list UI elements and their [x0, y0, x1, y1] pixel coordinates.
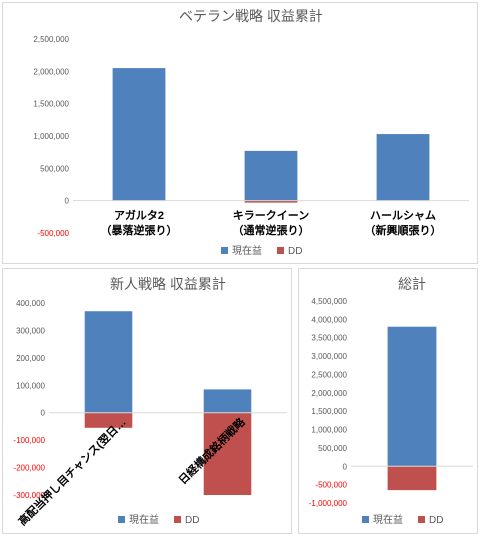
- bar-dd: [244, 200, 298, 203]
- bar-profit: [84, 311, 133, 413]
- bar-dd: [84, 412, 133, 428]
- y-tick-label: 1,000,000: [311, 426, 347, 435]
- legend-label: 現在益: [373, 513, 403, 526]
- y-tick-label: 500,000: [318, 444, 347, 453]
- y-tick-label: -200,000: [13, 464, 45, 473]
- y-tick-label: 300,000: [16, 326, 45, 335]
- y-tick-label: 4,500,000: [311, 297, 347, 306]
- y-tick-label: 2,000,000: [33, 67, 69, 76]
- legend-label: DD: [288, 246, 302, 257]
- y-tick-label: 1,000,000: [33, 132, 69, 141]
- category-label: キラークイーン: [233, 209, 309, 222]
- y-tick-label: 1,500,000: [33, 100, 69, 109]
- bar-dd: [203, 412, 252, 495]
- legend-label: DD: [429, 515, 443, 526]
- bar-profit: [112, 68, 166, 201]
- y-tick-label: 2,500,000: [311, 370, 347, 379]
- y-tick-label: 0: [41, 409, 46, 418]
- bar-profit: [244, 150, 298, 201]
- category-label: ハールシャム: [370, 209, 436, 222]
- y-tick-label: 0: [343, 462, 348, 471]
- chart-veteran-svg: ベテラン戦略 収益累計 -500,000 0 500,000 1,000,000 1,50…: [33, 8, 469, 257]
- y-tick-label: 3,500,000: [311, 334, 347, 343]
- legend-swatch: [174, 516, 181, 523]
- y-tick-label: 500,000: [40, 164, 69, 173]
- chart-newcomer-svg: 新人戦略 収益累計 -300,000 -200,000 -100,000 0 100,00…: [13, 276, 287, 528]
- legend-swatch: [221, 247, 228, 254]
- legend-label: DD: [185, 515, 199, 526]
- category-label: （通常逆張り）: [233, 223, 310, 237]
- y-tick-label: 2,500,000: [33, 35, 69, 44]
- y-tick-label: 3,000,000: [311, 352, 347, 361]
- bar-profit: [387, 326, 437, 467]
- legend-label: 現在益: [232, 244, 262, 257]
- category-label: （新興順張り）: [365, 223, 442, 237]
- y-tick-label: 4,000,000: [311, 315, 347, 324]
- legend-label: 現在益: [129, 513, 159, 526]
- y-tick-label: -500,000: [315, 481, 347, 490]
- legend-swatch: [418, 516, 425, 523]
- y-tick-label: -1,000,000: [309, 499, 348, 508]
- y-tick-label: -100,000: [13, 436, 45, 445]
- y-tick-label: 2,000,000: [311, 389, 347, 398]
- legend-swatch: [362, 516, 369, 523]
- bar-dd: [387, 466, 437, 491]
- chart-panel-veteran: ベテラン戦略 収益累計 -500,000 0 500,000 1,000,000 1,50…: [2, 2, 478, 264]
- bar-profit: [203, 389, 252, 413]
- y-tick-label: 200,000: [16, 354, 45, 363]
- chart-total-svg: 総計 -1,000,000 -500,000 0 500,000 1,000,000 1,5…: [309, 276, 473, 526]
- bar-profit: [376, 134, 430, 201]
- y-tick-label: 100,000: [16, 381, 45, 390]
- chart-panel-newcomer: 新人戦略 収益累計 -300,000 -200,000 -100,000 0 100,00…: [2, 268, 292, 534]
- legend-swatch: [118, 516, 125, 523]
- y-tick-label: 0: [65, 197, 70, 206]
- category-label: アガルタ2: [114, 208, 164, 222]
- y-tick-label: 1,500,000: [311, 407, 347, 416]
- category-label: （暴落逆張り）: [101, 223, 178, 237]
- chart-title: ベテラン戦略 収益累計: [179, 8, 323, 24]
- y-tick-label: 400,000: [16, 299, 45, 308]
- legend-swatch: [277, 247, 284, 254]
- chart-title: 新人戦略 収益累計: [110, 276, 226, 292]
- y-tick-label: -300,000: [13, 491, 45, 500]
- y-tick-label: -500,000: [37, 229, 69, 238]
- chart-title: 総計: [398, 276, 426, 292]
- chart-panel-total: 総計 -1,000,000 -500,000 0 500,000 1,000,000 1,5…: [298, 268, 478, 534]
